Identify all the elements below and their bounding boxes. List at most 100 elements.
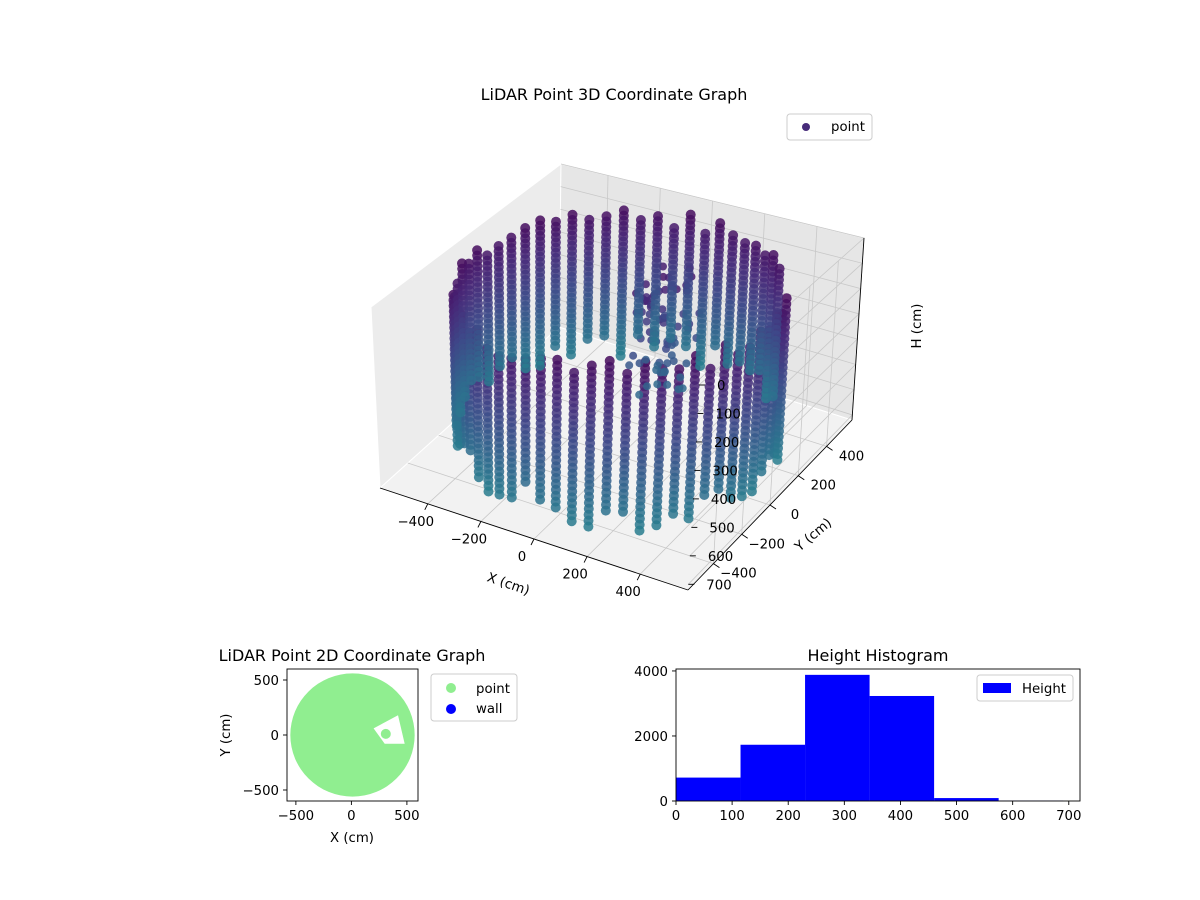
data-point	[599, 330, 610, 341]
histogram-y-ticks: 0 2000 4000	[634, 665, 676, 810]
z-tick-label: 100	[715, 407, 740, 422]
histogram-title: Height Histogram	[808, 646, 949, 665]
legend-marker-point	[446, 683, 456, 693]
x-tick-label: 200	[776, 809, 801, 824]
x-tick-label: −500	[278, 809, 315, 824]
y-tick-mark	[798, 475, 805, 481]
x-tick-label: 0	[347, 809, 355, 824]
data-point	[484, 376, 494, 387]
x-tick-label: 300	[832, 809, 857, 824]
data-point	[678, 384, 687, 393]
x-tick-mark	[477, 521, 482, 528]
data-point	[455, 407, 466, 418]
z-tick-label: 700	[706, 578, 731, 593]
data-point	[566, 349, 576, 360]
data-point	[465, 445, 476, 456]
data-point	[710, 340, 721, 351]
data-point	[618, 506, 628, 517]
data-point	[725, 492, 736, 503]
x-tick-label: −200	[451, 532, 488, 547]
data-point	[473, 472, 484, 483]
data-point	[722, 358, 733, 369]
data-point	[651, 520, 662, 531]
chart-2d-x-ticks: −500 0 500	[278, 801, 420, 824]
chart-2d-points	[290, 673, 415, 797]
histogram-frame	[675, 668, 1081, 802]
data-point	[734, 356, 745, 367]
data-point	[635, 390, 644, 399]
z-tick-label: 500	[709, 521, 734, 536]
y-tick-label: 200	[811, 479, 836, 494]
chart-3d-title: LiDAR Point 3D Coordinate Graph	[481, 85, 748, 104]
y-tick-label: 4000	[634, 665, 668, 680]
chart-2d-x-axis-label: X (cm)	[330, 831, 374, 846]
data-point	[676, 373, 685, 382]
chart-3d-x-axis-label: X (cm)	[485, 570, 531, 599]
data-point	[682, 359, 691, 368]
data-point	[772, 454, 783, 465]
y-tick-label: −500	[242, 784, 279, 799]
data-point	[494, 489, 505, 500]
y-tick-mark	[826, 446, 833, 451]
y-tick-mark	[741, 533, 748, 539]
data-point	[550, 502, 561, 513]
x-tick-label: 600	[1000, 809, 1025, 824]
x-tick-mark	[424, 503, 429, 511]
y-tick-mark	[769, 504, 777, 510]
data-point	[460, 391, 470, 402]
y-tick-label: 0	[271, 729, 279, 744]
y-tick-label: −400	[720, 567, 757, 582]
data-point	[474, 372, 485, 382]
y-tick-label: 0	[791, 508, 799, 523]
y-tick-label: 500	[254, 674, 279, 689]
x-tick-label: 500	[944, 809, 969, 824]
data-point	[658, 305, 667, 314]
chart-2d-y-axis-label: Y (cm)	[219, 714, 234, 758]
histogram-bar	[869, 695, 935, 801]
histogram-bar	[676, 777, 741, 801]
histogram-bar	[934, 798, 999, 801]
histogram-x-ticks: 0 100 200 300 400 500 600 700	[672, 801, 1081, 824]
cleared-region	[373, 715, 405, 744]
chart-3d-gridline-x	[639, 226, 818, 575]
chart-2d-legend: point wall	[430, 673, 518, 722]
legend-marker-wall	[446, 704, 456, 714]
data-point	[662, 344, 670, 353]
chart-3d: LiDAR Point 3D Coordinate Graph −400 −200…	[370, 85, 925, 600]
data-point	[380, 728, 391, 739]
data-point	[680, 341, 691, 352]
chart-2d: LiDAR Point 2D Coordinate Graph −500 0 500…	[219, 646, 518, 846]
data-point	[695, 361, 706, 371]
chart-histogram: Height Histogram 0 100 200 300 400 500 600 700 …	[634, 646, 1081, 824]
x-tick-label: 400	[888, 809, 913, 824]
data-point	[632, 329, 643, 340]
z-tick-label: 300	[712, 464, 737, 479]
legend-label-wall: wall	[476, 702, 502, 717]
data-point	[507, 352, 518, 363]
data-point	[643, 382, 651, 391]
data-point	[494, 361, 505, 372]
histogram-bars	[676, 674, 1064, 801]
legend-swatch-height	[983, 683, 1011, 693]
chart-3d-z-axis	[851, 237, 865, 421]
data-point	[667, 351, 676, 360]
data-point	[535, 360, 545, 371]
data-point	[736, 491, 747, 502]
x-tick-mark	[583, 556, 588, 563]
data-point	[452, 440, 463, 451]
chart-2d-y-ticks: −500 0 500	[242, 674, 287, 799]
data-point	[756, 466, 767, 477]
data-point	[634, 525, 645, 536]
histogram-bar	[805, 674, 870, 801]
data-point	[629, 351, 638, 360]
data-point	[483, 486, 494, 497]
chart-3d-points	[448, 205, 792, 536]
data-point	[583, 521, 594, 532]
histogram-legend: Height	[976, 674, 1074, 702]
data-point	[582, 333, 593, 344]
data-point	[746, 486, 757, 497]
data-point	[615, 350, 626, 361]
data-point	[520, 476, 531, 487]
data-point	[663, 359, 672, 368]
y-tick-mark	[713, 563, 720, 568]
